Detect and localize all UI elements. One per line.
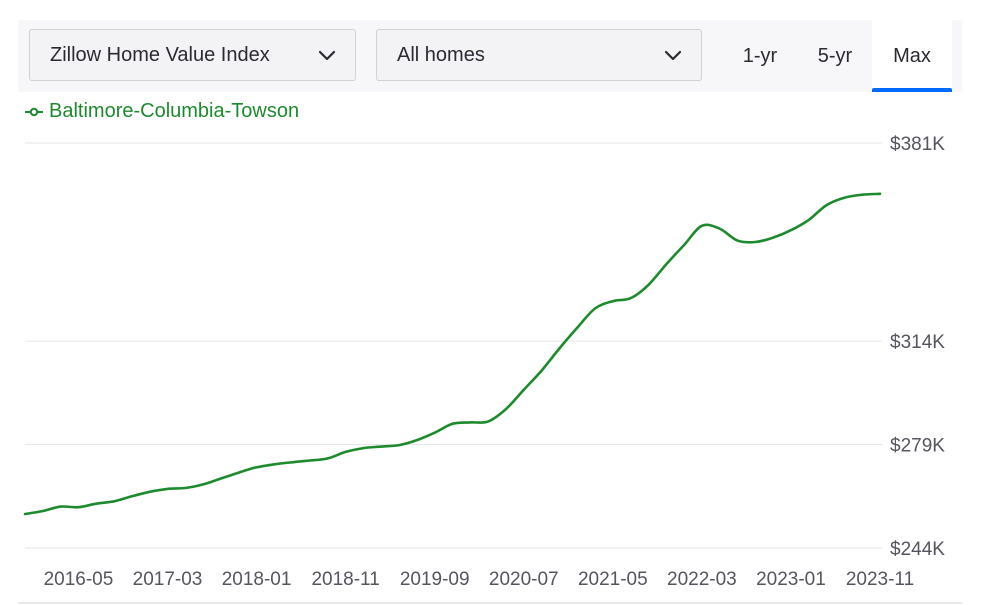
tab-5-yr-label: 5-yr: [817, 44, 853, 67]
y-tick-label: $279K: [890, 436, 945, 457]
chevron-down-icon: [318, 50, 336, 61]
chart-legend[interactable]: Baltimore-Columbia-Towson: [25, 100, 299, 123]
series-line-0[interactable]: [23, 192, 882, 516]
y-tick-label: $381K: [890, 134, 945, 155]
home-type-dropdown[interactable]: All homes: [376, 29, 702, 81]
chart-toolbar: Zillow Home Value Index All homes 1-yr 5…: [18, 20, 962, 92]
tab-1-yr[interactable]: 1-yr: [724, 20, 796, 92]
tab-max[interactable]: Max: [872, 20, 952, 92]
x-tick-label: 2018-01: [222, 569, 292, 590]
x-tick-label: 2016-05: [44, 569, 114, 590]
x-tick-label: 2021-05: [578, 569, 648, 590]
chart-bottom-divider: [18, 602, 962, 604]
y-tick-label: $314K: [890, 332, 945, 353]
x-tick-label: 2022-03: [667, 569, 737, 590]
legend-line-marker-icon: [25, 107, 43, 116]
x-tick-label: 2023-11: [846, 569, 914, 590]
x-tick-label: 2017-03: [133, 569, 203, 590]
x-tick-label: 2018-11: [311, 569, 379, 590]
y-tick-label: $244K: [890, 539, 945, 560]
legend-series-label: Baltimore-Columbia-Towson: [49, 100, 300, 122]
tab-max-label: Max: [893, 44, 931, 67]
metric-dropdown-value: Zillow Home Value Index: [50, 43, 270, 66]
x-tick-label: 2023-01: [756, 569, 826, 590]
home-type-dropdown-value: All homes: [397, 43, 485, 66]
tab-1-yr-label: 1-yr: [742, 44, 778, 67]
metric-dropdown[interactable]: Zillow Home Value Index: [29, 29, 356, 81]
x-tick-label: 2020-07: [489, 569, 559, 590]
active-tab-indicator: [872, 88, 952, 92]
tab-5-yr[interactable]: 5-yr: [800, 20, 870, 92]
chevron-down-icon: [664, 50, 682, 61]
x-tick-label: 2019-09: [400, 569, 470, 590]
